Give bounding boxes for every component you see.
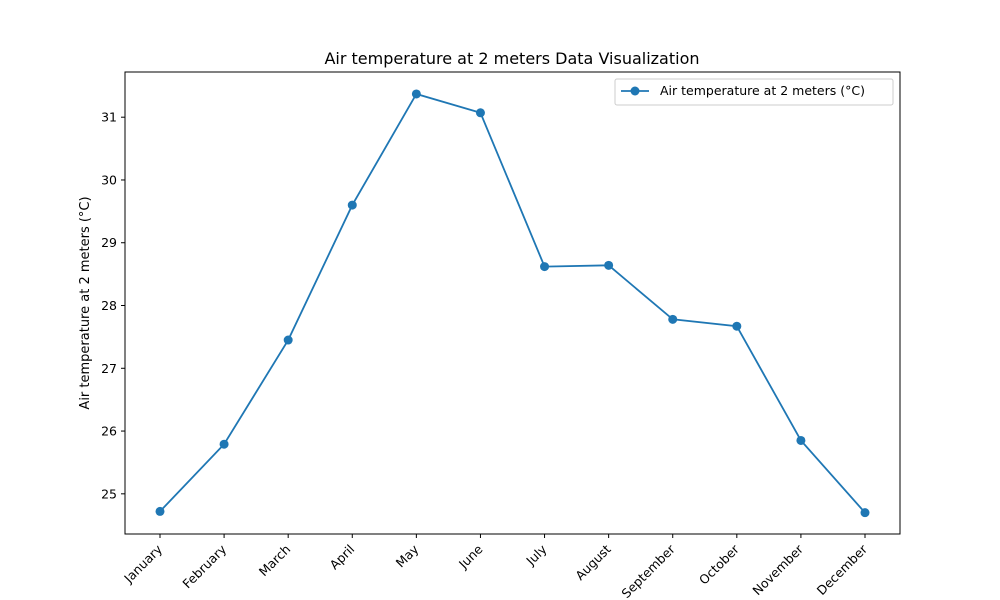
x-tick-label: April xyxy=(327,542,358,573)
data-point xyxy=(668,314,678,324)
data-point xyxy=(796,435,806,445)
y-tick-label: 31 xyxy=(101,110,117,125)
x-tick-label: March xyxy=(256,542,294,580)
y-tick-label: 30 xyxy=(101,172,117,187)
y-axis: 25 26 27 28 29 30 31 xyxy=(101,110,125,501)
y-tick-label: 27 xyxy=(101,361,117,376)
data-point xyxy=(860,508,870,518)
x-tick-label: October xyxy=(696,541,743,588)
data-point xyxy=(475,108,485,118)
legend: Air temperature at 2 meters (°C) xyxy=(614,78,894,106)
series-line xyxy=(159,92,866,514)
y-tick-label: 26 xyxy=(101,424,117,439)
x-tick-label: February xyxy=(179,541,229,591)
data-point xyxy=(604,260,614,270)
data-point xyxy=(219,439,229,449)
data-point xyxy=(155,506,165,516)
x-tick-label: July xyxy=(522,541,550,569)
x-tick-label: August xyxy=(572,541,614,583)
x-tick-label: June xyxy=(455,541,486,572)
y-tick-label: 28 xyxy=(101,298,117,313)
legend-box xyxy=(614,78,894,106)
y-tick-label: 25 xyxy=(101,486,117,501)
data-point xyxy=(540,262,550,272)
plot-area-frame xyxy=(124,71,901,535)
x-tick-label: December xyxy=(814,541,871,598)
chart-title: Air temperature at 2 meters Data Visuali… xyxy=(324,49,699,68)
y-axis-label: Air temperature at 2 meters (°C) xyxy=(78,196,93,409)
x-axis: January February March April May June July Augu… xyxy=(120,534,871,600)
data-point xyxy=(283,335,293,345)
x-tick-label: January xyxy=(120,541,165,586)
x-tick-label: September xyxy=(618,541,678,600)
legend-marker-swatch xyxy=(630,86,640,96)
data-point xyxy=(732,321,742,331)
series-layer xyxy=(155,89,870,518)
data-point xyxy=(347,200,357,210)
legend-label: Air temperature at 2 meters (°C) xyxy=(660,83,865,98)
data-point xyxy=(411,89,421,99)
x-tick-label: November xyxy=(749,541,806,598)
y-tick-label: 29 xyxy=(101,235,117,250)
x-tick-label: May xyxy=(393,541,422,570)
